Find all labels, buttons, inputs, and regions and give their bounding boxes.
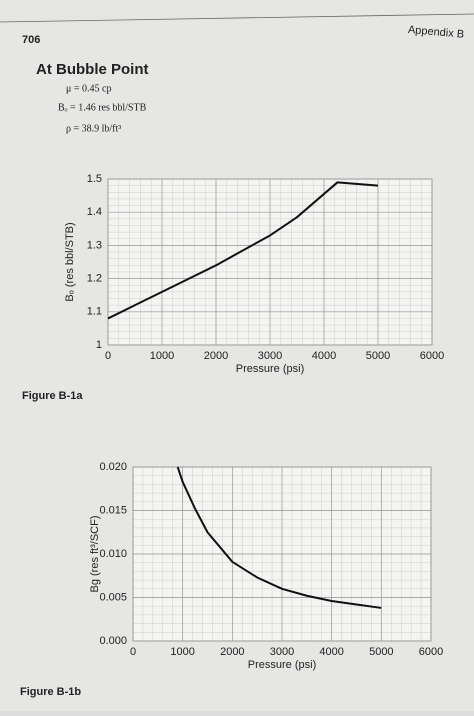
y-tick-label: 1.5: [87, 173, 102, 185]
x-tick-label: 3000: [270, 646, 294, 658]
figure-caption: Figure B-1b: [20, 686, 81, 698]
x-tick-label: 4000: [319, 646, 343, 658]
y-axis-label: Bₒ (res bbl/STB): [64, 222, 76, 301]
data-line: [176, 466, 382, 609]
x-tick-label: 2000: [204, 350, 228, 362]
y-tick-label: 1.2: [87, 273, 102, 285]
x-tick-label: 2000: [220, 646, 244, 658]
y-tick-label: 0.000: [99, 635, 127, 647]
x-tick-label: 3000: [258, 350, 282, 362]
y-tick-label: 1.1: [87, 306, 102, 318]
param: Bₒ = 1.46 res bbl/STB: [58, 102, 147, 113]
x-tick-label: 1000: [170, 646, 194, 658]
heading: At Bubble Point: [36, 61, 149, 78]
x-tick-label: 6000: [419, 646, 443, 658]
param: μ = 0.45 cp: [66, 83, 111, 94]
y-tick-label: 0.005: [99, 591, 127, 603]
y-axis-label: Bg (res ft³/SCF): [89, 515, 101, 592]
data-line: [107, 181, 379, 320]
x-tick-label: 5000: [369, 646, 393, 658]
param: ρ = 38.9 lb/ft³: [66, 123, 121, 134]
x-tick-label: 1000: [150, 350, 174, 362]
figure-caption: Figure B-1a: [22, 390, 83, 402]
x-axis-label: Pressure (psi): [248, 659, 316, 671]
x-axis-label: Pressure (psi): [236, 363, 304, 375]
y-tick-label: 1: [96, 339, 102, 351]
page-number: 706: [22, 34, 40, 46]
y-tick-label: 1.4: [87, 206, 102, 218]
y-tick-label: 0.020: [99, 461, 127, 473]
y-tick-label: 0.010: [99, 548, 127, 560]
x-tick-label: 4000: [312, 350, 336, 362]
x-tick-label: 5000: [366, 350, 390, 362]
header-rule: [0, 13, 474, 23]
y-tick-label: 1.3: [87, 239, 102, 251]
running-head: Appendix B: [407, 24, 464, 41]
y-tick-label: 0.015: [99, 504, 127, 516]
x-tick-label: 0: [130, 646, 136, 658]
x-tick-label: 6000: [420, 350, 444, 362]
x-tick-label: 0: [105, 350, 111, 362]
